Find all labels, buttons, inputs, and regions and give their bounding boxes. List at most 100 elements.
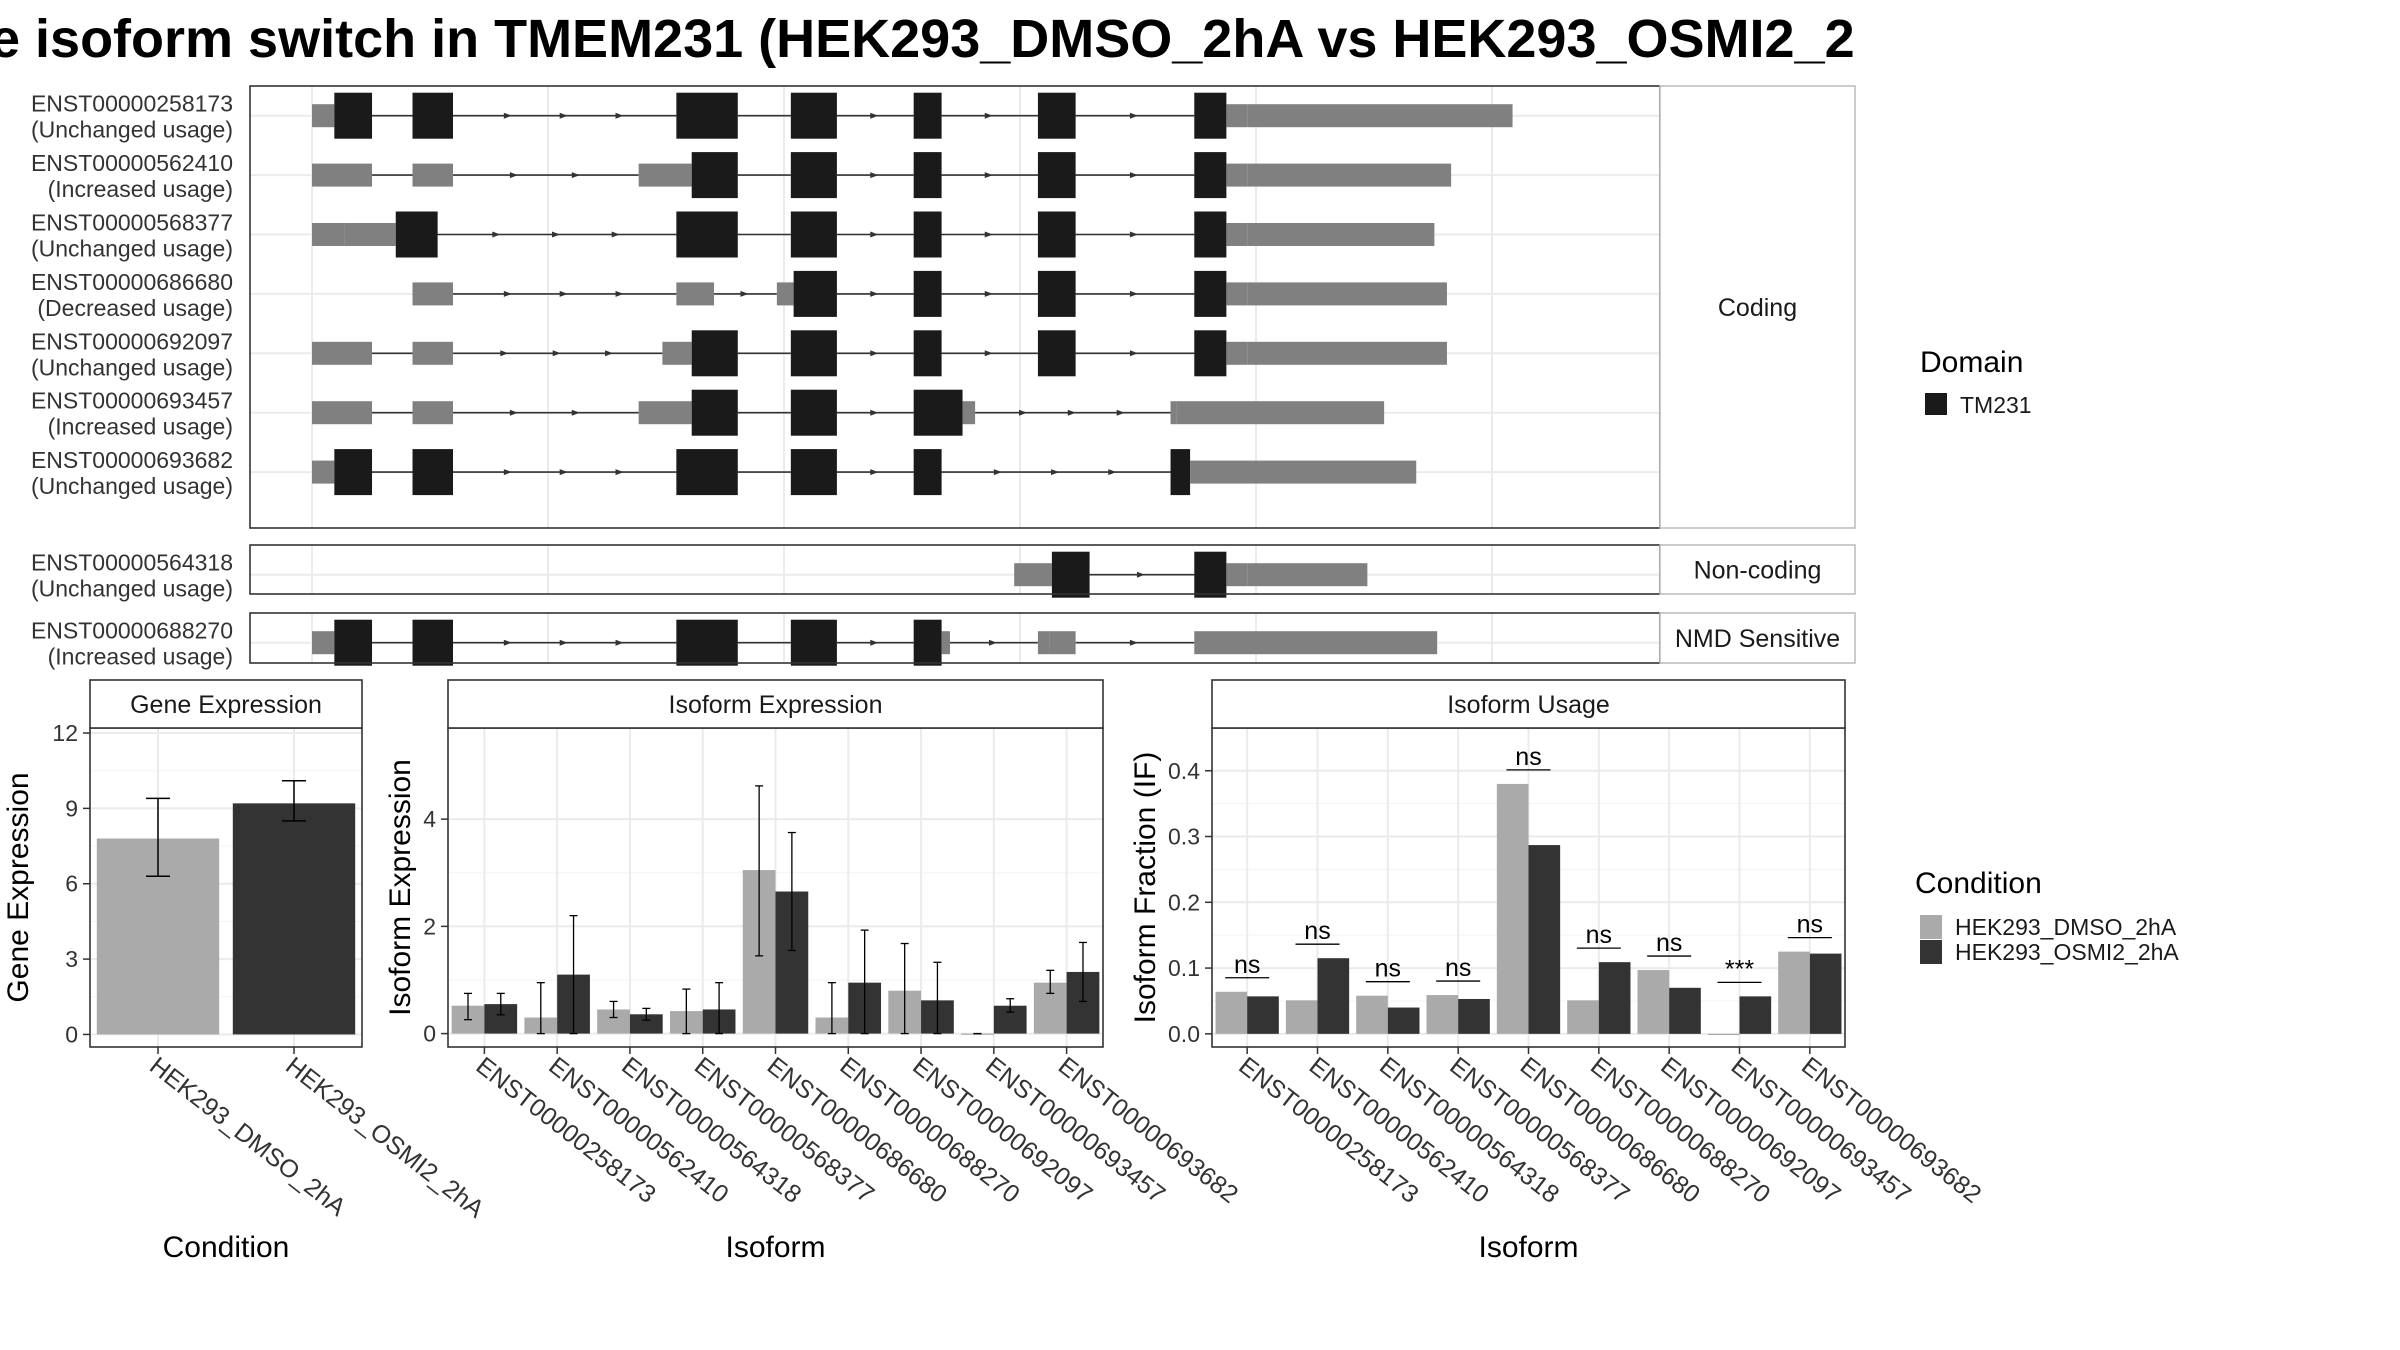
significance-label: ns [1445,954,1471,982]
intron-arrow [605,350,614,357]
significance-label: ns [1797,911,1823,939]
group-strip-label: Coding [1718,294,1797,322]
exon-domain-tm231 [1037,330,1076,377]
transcript-id-label: ENST00000568377 [31,210,233,236]
transcript-id-label: ENST00000686680 [31,269,233,295]
intron-arrow [870,639,879,646]
exon-domain-tm231 [913,92,942,139]
transcript-usage-label: (Unchanged usage) [31,236,233,262]
intron-arrow [993,469,1002,476]
exon-domain-tm231 [913,389,963,436]
x-axis-title: Isoform [725,1231,825,1264]
intron-arrow [1018,409,1027,416]
significance-label: ns [1304,917,1330,945]
exon-domain-tm231 [1037,211,1076,258]
transcript-id-label: ENST00000693457 [31,388,233,414]
structure-panel-1 [250,545,1660,594]
exon-utr [1176,401,1385,425]
bar-osmi2-ENST00000693457 [1739,996,1772,1034]
intron-arrow [503,639,512,646]
exon-domain-tm231 [790,152,837,199]
group-strip [1659,85,1856,529]
transcript-row-ENST00000564318 [1014,551,1368,598]
exon-utr [662,341,692,365]
domain-legend-swatch [1925,393,1947,415]
transcript-structure-panel: ENST00000258173(Unchanged usage)ENST0000… [31,85,1856,670]
figure-title: e isoform switch in TMEM231 (HEK293_DMSO… [0,9,1855,69]
bar-dmso-ENST00000686680 [1496,783,1529,1034]
exon-domain-tm231 [1194,330,1227,377]
intron-arrow [503,469,512,476]
y-tick-label: 3 [65,946,78,972]
exon-domain-tm231 [412,449,453,496]
exon-utr [1190,460,1417,484]
exon-domain-tm231 [334,619,373,666]
bar-osmi2-ENST00000686680 [1528,845,1561,1034]
intron-arrow [559,639,568,646]
y-tick-label: 12 [52,720,78,746]
intron-arrow [1129,290,1138,297]
transcript-id-label: ENST00000692097 [31,328,233,354]
intron-arrow [984,350,993,357]
transcript-usage-label: (Increased usage) [48,644,233,670]
intron-arrow [615,112,624,119]
bar-dmso-ENST00000688270 [1567,1000,1599,1034]
significance-label: *** [1725,955,1754,983]
y-axis-title: Isoform Expression [384,759,417,1016]
condition-legend-title: Condition [1915,867,2042,900]
intron-arrow [492,231,501,238]
exon-domain-tm231 [790,330,837,377]
transcript-row-ENST00000258173 [312,92,1513,139]
group-strip [1659,544,1856,595]
intron-arrow [870,350,879,357]
significance-label: ns [1586,921,1612,949]
exon-utr [1226,282,1248,306]
intron-arrow [615,469,624,476]
exon-utr [412,163,453,187]
exon-domain-tm231 [395,211,438,258]
intron-arrow [559,112,568,119]
exon-domain-tm231 [334,449,373,496]
intron-arrow [1136,571,1145,578]
exon-domain-tm231 [1037,270,1076,317]
transcript-usage-label: (Increased usage) [48,414,233,440]
panel-strip [447,679,1104,729]
exon-utr [776,282,794,306]
intron-arrow [611,231,620,238]
exon-domain-tm231 [790,619,837,666]
intron-arrow [571,172,580,179]
exon-domain-tm231 [676,619,738,666]
exon-utr [412,341,453,365]
exon-domain-tm231 [1037,152,1076,199]
exon-domain-tm231 [1037,92,1076,139]
bar-dmso-ENST00000693457 [1707,1033,1740,1036]
exon-utr [676,282,715,306]
panel-title: Gene Expression [130,691,322,719]
transcript-row-ENST00000686680 [412,270,1447,317]
intron-arrow [870,469,879,476]
exon-utr [312,104,335,128]
transcript-id-label: ENST00000564318 [31,550,233,576]
chart-panel-1: Isoform Expression024ENST00000258173ENST… [384,679,1243,1264]
y-tick-label: 0 [65,1021,78,1047]
bar-osmi2-ENST00000562410 [1317,958,1350,1034]
bar-dmso-ENST00000568377 [1426,995,1459,1034]
intron-arrow [1116,409,1125,416]
exon-domain-tm231 [790,92,837,139]
exon-domain-tm231 [913,619,942,666]
exon-domain-tm231 [1194,551,1227,598]
intron-arrow [984,290,993,297]
bar-osmi2-ENST00000564318 [1387,1007,1420,1034]
exon-domain-tm231 [1170,449,1191,496]
exon-utr [312,163,373,187]
exon-domain-tm231 [793,270,837,317]
exon-domain-tm231 [676,92,738,139]
x-axis-title: Condition [163,1231,290,1264]
intron-arrow [870,172,879,179]
group-strip-label: NMD Sensitive [1675,625,1840,653]
exon-utr [312,460,335,484]
intron-arrow [615,290,624,297]
intron-arrow [552,350,561,357]
exon-utr [1247,341,1447,365]
